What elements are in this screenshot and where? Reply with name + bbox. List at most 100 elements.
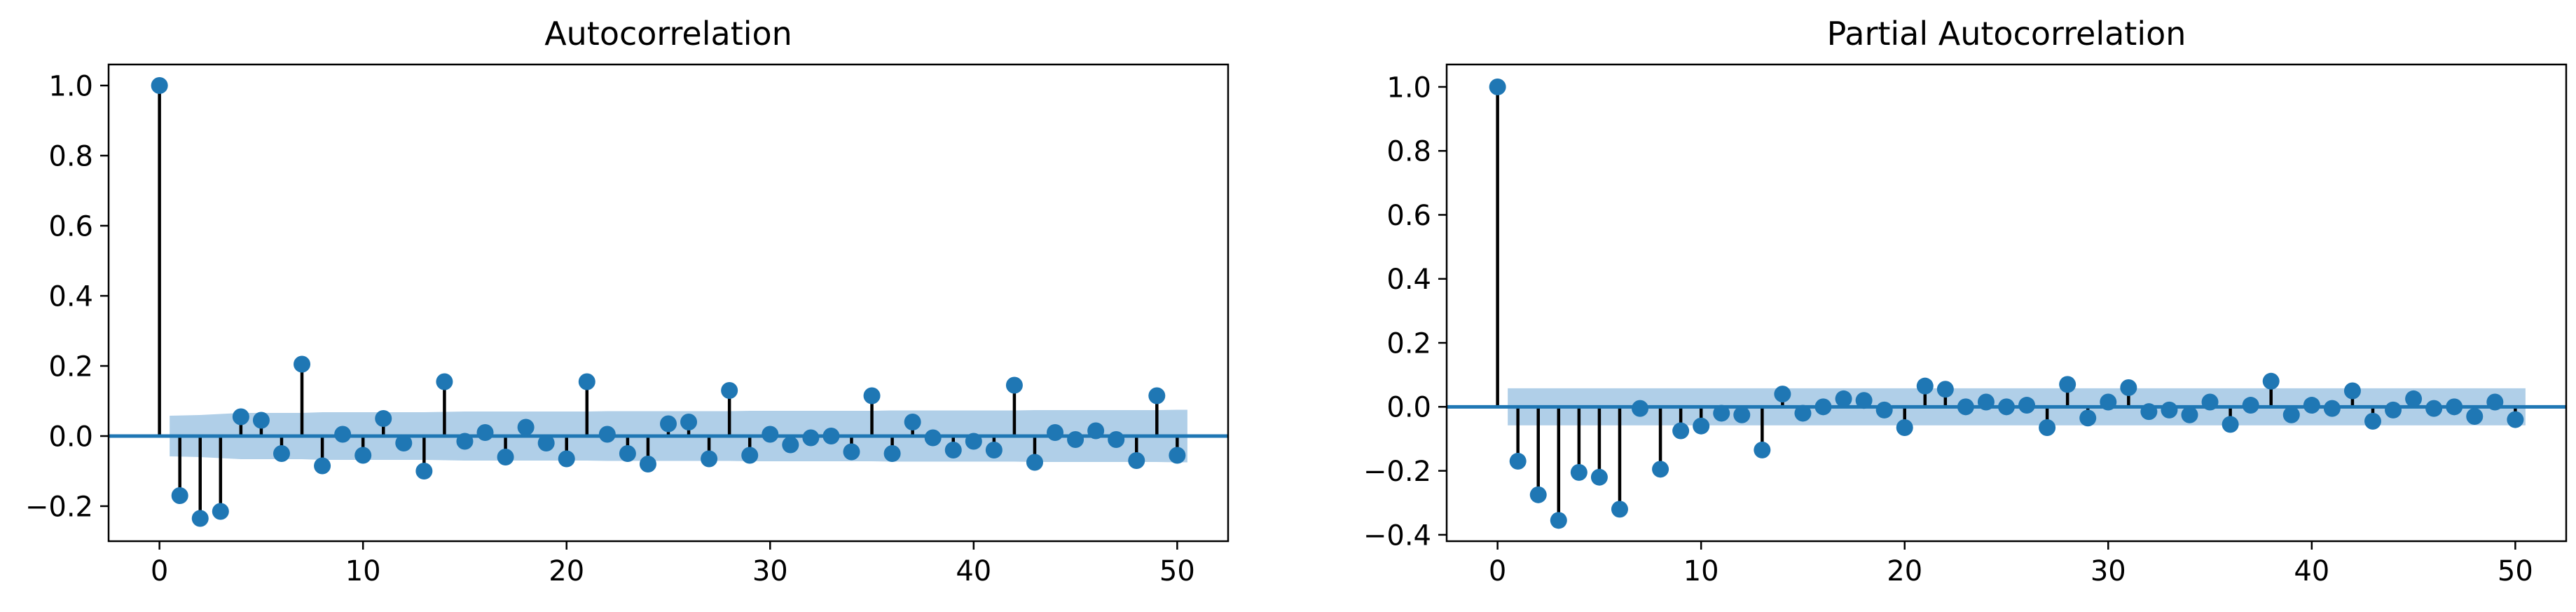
data-point [965,433,982,450]
data-point [619,445,636,462]
data-point [741,447,759,464]
data-point [436,373,453,390]
data-point [558,450,575,468]
data-point [2120,379,2137,396]
data-point [1916,377,1934,395]
data-point [294,355,311,373]
data-point [802,429,820,447]
data-point [273,445,290,462]
data-point [415,463,433,480]
data-point [1550,512,1567,529]
y-tick-label: 0.0 [1386,392,1431,424]
data-point [1590,468,1608,486]
data-point [863,387,881,404]
autocorrelation-panel: 0 10 20 30 40 50 −0.2 0.0 0.2 0.4 0.6 0.8 1.0 Autocor… [25,15,1230,587]
data-point [1128,452,1145,469]
data-point [822,428,840,444]
data-point [1713,404,1730,422]
data-point [1509,452,1527,470]
data-point [2486,393,2504,411]
data-point [2140,403,2158,421]
data-point [1169,447,1186,464]
x-tick-label: 40 [956,555,991,587]
data-point [2242,397,2259,414]
data-point [1794,404,1812,422]
data-point [476,424,494,441]
y-tick-label: 0.6 [1386,200,1431,232]
data-point [1087,422,1105,440]
data-point [1632,400,1649,417]
data-point [1148,387,1166,404]
data-point [2018,397,2036,414]
y-tick-label: 0.4 [1386,264,1431,296]
x-tick-label: 50 [2498,555,2533,587]
data-point [252,412,270,429]
data-point [762,426,779,443]
data-point [2323,400,2341,417]
data-point [782,436,799,454]
data-point [2059,376,2076,393]
x-tick-label: 10 [1683,555,1719,587]
data-point [1672,422,1690,440]
data-point [1570,463,1587,481]
data-point [2405,390,2423,407]
x-tick-label: 0 [1489,555,1506,587]
data-point [456,433,474,450]
data-point [2364,412,2381,430]
data-point [497,449,514,465]
x-tick-label: 10 [345,555,381,587]
data-point [2222,416,2239,433]
data-point [2446,398,2463,416]
data-point [924,429,942,447]
data-point [232,408,249,426]
data-point [1067,431,1084,448]
data-point [171,487,188,504]
x-tick-label: 20 [1887,555,1922,587]
data-point [1998,398,2015,416]
data-point [1047,424,1064,441]
data-point [2100,393,2117,411]
y-tick-label: 0.2 [48,351,93,383]
data-point [2343,382,2361,400]
data-point [1652,461,1669,478]
y-tick-label: −0.2 [25,491,93,523]
y-tick-label: 0.6 [48,210,93,243]
data-point [680,414,698,430]
data-point [1529,486,1547,503]
axes-frame [107,63,1230,543]
chart-title: Partial Autocorrelation [1827,15,2186,53]
data-point [985,442,1003,458]
y-tick-label: 0.0 [48,421,93,453]
data-point [1026,454,1043,471]
data-point [375,410,392,427]
data-point [2039,419,2056,436]
x-tick-label: 30 [2091,555,2126,587]
data-point [2303,397,2320,414]
x-tick-label: 30 [752,555,788,587]
data-point [395,435,413,451]
data-point [2262,372,2280,390]
y-tick-label: 1.0 [48,70,93,102]
data-point [2425,400,2443,417]
data-point [1005,376,1023,394]
data-point [721,382,738,399]
data-point [2385,401,2402,419]
data-point [660,415,677,433]
data-point [1936,381,1954,398]
data-point [2466,408,2484,426]
data-point [191,510,209,527]
data-point [334,426,352,443]
data-point [1611,501,1628,518]
data-point [212,503,229,520]
data-point [944,442,962,458]
y-tick-label: −0.2 [1363,456,1431,488]
data-point [1774,386,1791,403]
y-tick-label: −0.4 [1363,519,1431,552]
data-point [517,419,535,436]
data-point [1957,398,1974,416]
x-tick-label: 40 [2294,555,2329,587]
data-point [1875,401,1893,419]
axes-frame [1445,63,2568,543]
partial-autocorrelation-panel: 0 10 20 30 40 50 −0.4 −0.2 0.0 0.2 0.4 0.6 0.8 1.0 Par… [1363,15,2568,587]
